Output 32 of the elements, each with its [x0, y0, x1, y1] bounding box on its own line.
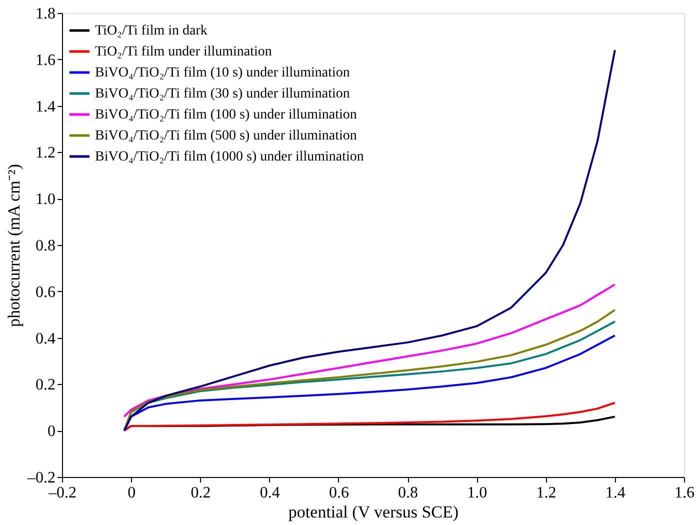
- y-tick-label: –0.2: [26, 470, 56, 486]
- legend-label: TiO₂/Ti film in dark: [95, 24, 208, 38]
- y-tick-label: 0.8: [36, 238, 56, 254]
- y-tick-label: 0.6: [36, 284, 56, 301]
- y-axis-title: photocurrent (mA cm⁻²): [4, 164, 24, 328]
- x-tick-label: 0.8: [398, 484, 418, 502]
- legend-label: BiVO₄/TiO₂/Ti film (30 s) under illumination: [95, 86, 350, 102]
- x-tick-label: 0.2: [190, 484, 211, 502]
- y-tick-label: 1.8: [36, 6, 56, 22]
- x-tick-label: 0.6: [328, 484, 349, 502]
- y-tick-label: 1.6: [36, 52, 56, 69]
- line-series: [123, 402, 616, 432]
- y-tick-label: 1.2: [36, 144, 56, 162]
- legend-label: TiO₂/Ti film under illumination: [95, 44, 272, 60]
- x-tick-label: 0.4: [260, 484, 280, 502]
- y-tick-label: 0: [48, 423, 56, 440]
- x-tick-label: 1.0: [467, 484, 488, 502]
- y-tick-label: 1.0: [36, 191, 56, 208]
- y-tick-label: 1.4: [36, 98, 56, 116]
- legend-label: BiVO₄/TiO₂/Ti film (1000 s) under illumination: [95, 150, 364, 164]
- line-series: [123, 283, 616, 418]
- legend-label: BiVO₄/TiO₂/Ti film (10 s) under illumination: [95, 66, 350, 80]
- y-tick-label: 0.4: [36, 330, 56, 348]
- x-tick-label: 1.4: [605, 484, 626, 502]
- x-axis-title: potential (V versus SCE): [288, 502, 459, 522]
- legend-label: BiVO₄/TiO₂/Ti film (500 s) under illumination: [95, 128, 357, 144]
- x-tick-label: –0.2: [48, 484, 76, 502]
- x-tick-label: 0: [128, 484, 136, 502]
- x-tick-label: 1.6: [674, 484, 694, 502]
- x-tick-label: 1.2: [536, 484, 556, 502]
- y-tick-label: 0.2: [36, 376, 56, 394]
- legend-label: BiVO₄/TiO₂/Ti film (100 s) under illumination: [95, 108, 357, 122]
